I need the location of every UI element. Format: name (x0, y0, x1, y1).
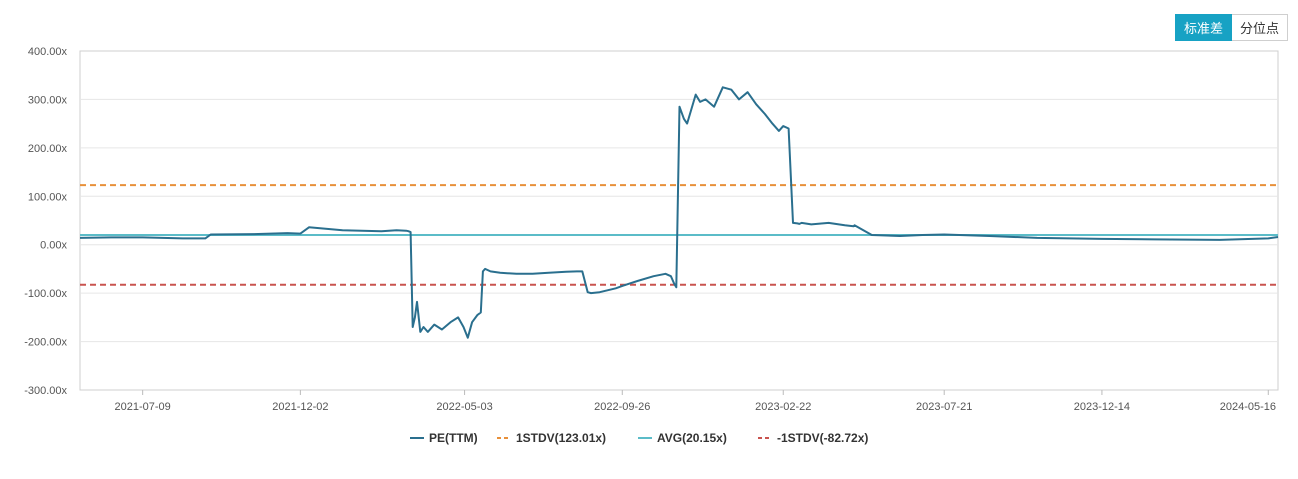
legend-item-plus1std[interactable]: 1STDV(123.01x) (497, 431, 606, 445)
legend-label-plus1std: 1STDV(123.01x) (516, 431, 606, 445)
y-tick-label: 0.00x (40, 240, 67, 252)
legend-item-pe[interactable]: PE(TTM) (410, 431, 478, 445)
y-tick-label: 200.00x (28, 143, 68, 155)
x-tick-label: 2024-05-16 (1220, 401, 1276, 413)
view-toggle: 标准差 分位点 (1174, 14, 1288, 41)
legend-label-minus1std: -1STDV(-82.72x) (777, 431, 868, 445)
legend: PE(TTM) 1STDV(123.01x) AVG(20.15x) -1STD… (410, 431, 868, 445)
x-tick-label: 2023-12-14 (1074, 401, 1130, 413)
std-dev-tab[interactable]: 标准差 (1174, 14, 1232, 41)
y-tick-label: -300.00x (24, 385, 67, 397)
y-tick-label: 100.00x (28, 191, 68, 203)
percentile-tab[interactable]: 分位点 (1231, 14, 1288, 41)
x-tick-label: 2022-09-26 (594, 401, 650, 413)
x-tick-label: 2023-02-22 (755, 401, 811, 413)
legend-item-avg[interactable]: AVG(20.15x) (638, 431, 727, 445)
y-tick-label: 300.00x (28, 94, 68, 106)
pe-series-line (79, 86, 1279, 339)
x-tick-label: 2022-05-03 (436, 401, 492, 413)
y-tick-label: -100.00x (24, 288, 67, 300)
y-tick-label: -200.00x (24, 337, 67, 349)
plot-area (79, 50, 1279, 391)
x-axis-ticks: 2021-07-09 2021-12-02 2022-05-03 2022-09-26… (115, 390, 1276, 413)
legend-label-avg: AVG(20.15x) (657, 431, 727, 445)
y-tick-label: 400.00x (28, 46, 68, 58)
y-axis-ticks: -300.00x -200.00x -100.00x 0.00x 100.00x 200.… (24, 46, 67, 397)
x-tick-label: 2021-12-02 (272, 401, 328, 413)
x-tick-label: 2021-07-09 (115, 401, 171, 413)
legend-label-pe: PE(TTM) (429, 431, 478, 445)
x-tick-label: 2023-07-21 (916, 401, 972, 413)
reference-lines (80, 184, 1278, 286)
legend-item-minus1std[interactable]: -1STDV(-82.72x) (758, 431, 868, 445)
